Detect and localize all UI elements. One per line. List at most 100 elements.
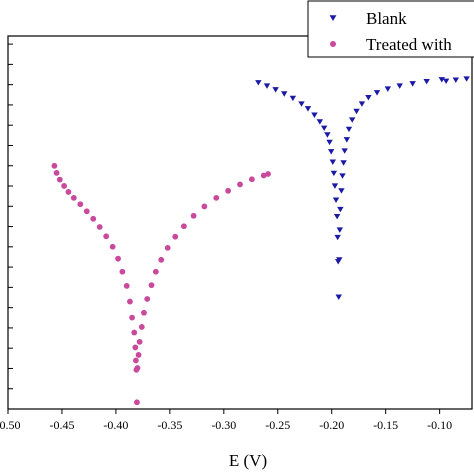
data-point: [158, 256, 165, 263]
data-point: [138, 324, 145, 330]
x-tick-label: -0.45: [49, 418, 74, 432]
data-point: [190, 212, 197, 219]
x-tick-label: -0.30: [211, 418, 236, 432]
data-point: [333, 213, 341, 220]
data-point: [330, 170, 338, 177]
data-point: [281, 91, 288, 97]
data-point: [326, 139, 333, 146]
data-point: [265, 171, 271, 177]
data-point: [53, 169, 60, 176]
data-point: [334, 234, 341, 241]
legend-label: Blank: [366, 9, 407, 28]
data-point: [384, 86, 392, 92]
data-point: [255, 80, 262, 86]
x-tick-label: -0.15: [373, 418, 398, 432]
data-point: [136, 338, 143, 345]
data-point: [335, 294, 342, 300]
data-point: [438, 77, 445, 83]
plot-area: [7, 35, 473, 410]
data-point: [96, 224, 103, 230]
x-tick-label: -0.35: [157, 418, 182, 432]
data-point: [452, 77, 460, 83]
data-point: [345, 126, 353, 133]
data-point: [442, 78, 450, 85]
data-point: [248, 176, 255, 183]
data-point: [164, 244, 171, 251]
data-point: [320, 125, 328, 132]
data-point: [172, 233, 179, 240]
legend-box: [307, 0, 474, 58]
data-point: [337, 206, 344, 213]
data-point: [135, 352, 142, 358]
data-point: [353, 108, 360, 115]
data-point: [311, 112, 318, 118]
data-point: [324, 132, 331, 138]
data-point: [304, 106, 312, 112]
series-blank: [255, 76, 470, 300]
data-point: [119, 268, 126, 275]
data-point: [298, 101, 305, 107]
x-tick-label: -0.20: [319, 418, 344, 432]
data-point: [329, 159, 336, 165]
data-point: [51, 162, 58, 169]
data-point: [127, 298, 133, 305]
data-point: [349, 117, 356, 123]
data-point: [132, 357, 139, 364]
data-point: [316, 119, 324, 125]
data-point: [237, 181, 243, 188]
legend-marker: [329, 15, 337, 22]
x-axis-title: E (V): [229, 451, 267, 470]
data-point: [134, 399, 140, 406]
x-axis-ticks: -0.50 -0.45 -0.40 -0.35 -0.30 -0.25 -0.20 -0.15…: [0, 409, 452, 432]
data-point: [201, 203, 208, 210]
data-point: [409, 81, 416, 87]
data-point: [123, 283, 130, 289]
data-point: [272, 87, 279, 93]
data-point: [180, 223, 187, 230]
data-point: [90, 215, 97, 222]
x-tick-label: -0.40: [103, 418, 128, 432]
data-point: [341, 148, 348, 154]
data-point: [343, 137, 351, 143]
data-point: [373, 90, 381, 96]
series-treated-with: [51, 162, 271, 406]
x-tick-label: -0.50: [0, 418, 21, 432]
data-point: [152, 268, 159, 275]
plot-frame: [7, 35, 473, 410]
data-point: [225, 187, 232, 194]
x-tick-label: -0.25: [265, 418, 290, 432]
legend: Blank Treated with: [307, 0, 474, 58]
data-point: [70, 194, 77, 201]
data-point: [358, 101, 366, 107]
data-point: [340, 160, 347, 166]
data-point: [338, 188, 345, 194]
legend-label: Treated with: [366, 35, 452, 54]
data-point: [213, 194, 220, 201]
y-axis-ticks: [8, 43, 13, 390]
data-point: [327, 149, 335, 155]
data-point: [56, 176, 63, 183]
data-point: [65, 189, 72, 195]
data-point: [83, 208, 90, 215]
data-point: [336, 227, 344, 233]
data-point: [144, 296, 151, 302]
data-point: [263, 83, 271, 89]
data-point: [396, 83, 403, 89]
data-point: [463, 76, 470, 82]
data-point: [336, 257, 343, 263]
data-point: [109, 243, 116, 250]
data-point: [131, 329, 138, 336]
data-point: [141, 309, 147, 316]
data-point: [129, 314, 135, 321]
data-point: [332, 197, 340, 203]
data-point: [365, 94, 372, 101]
data-point: [61, 183, 68, 189]
data-point: [132, 344, 139, 351]
data-point: [423, 78, 430, 85]
data-point: [289, 95, 297, 102]
data-point: [339, 173, 346, 179]
legend-marker: [330, 41, 336, 47]
data-point: [331, 183, 339, 189]
data-point: [77, 201, 84, 208]
